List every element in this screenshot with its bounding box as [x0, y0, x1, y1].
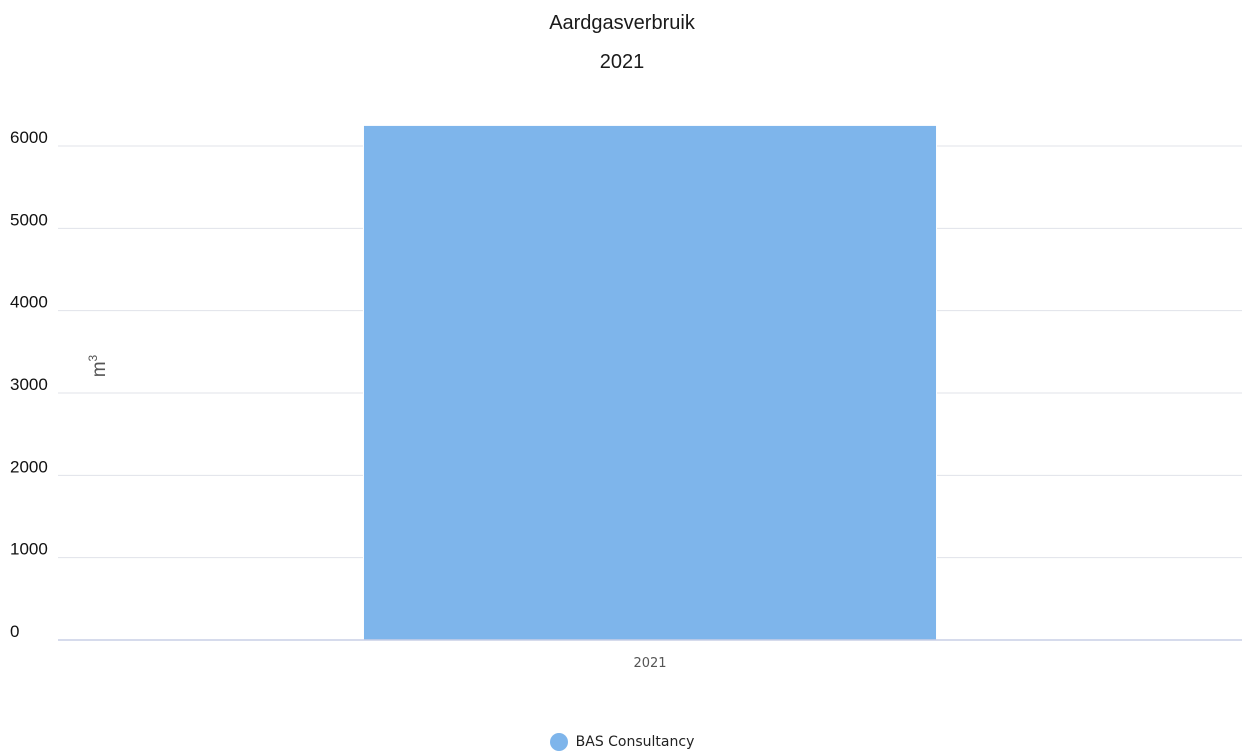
y-axis-label-unit: m	[89, 361, 110, 377]
y-tick-label-5000: 5000	[10, 210, 48, 229]
x-tick-label-2021: 2021	[633, 656, 666, 671]
y-tick-label-3000: 3000	[10, 375, 48, 394]
tick-labels: 0 1000 2000 3000 4000 5000 6000 2021	[10, 128, 667, 671]
y-tick-label-1000: 1000	[10, 540, 48, 559]
bars	[362, 124, 938, 641]
legend-item-label: BAS Consultancy	[575, 734, 695, 750]
y-tick-label-2000: 2000	[10, 457, 48, 476]
y-tick-label-0: 0	[10, 622, 19, 641]
y-axis-label: m3	[86, 354, 110, 377]
y-tick-label-4000: 4000	[10, 293, 48, 312]
bar-2021[interactable]	[362, 124, 938, 641]
y-tick-label-6000: 6000	[10, 128, 48, 147]
chart-title: Aardgasverbruik	[549, 12, 695, 34]
legend-marker-icon	[549, 733, 568, 751]
chart-subtitle: 2021	[599, 51, 645, 73]
legend: BAS Consultancy	[0, 733, 1244, 755]
y-axis-label-superscript: 3	[86, 354, 100, 361]
legend-item-bas-consultancy[interactable]: BAS Consultancy	[549, 733, 695, 751]
